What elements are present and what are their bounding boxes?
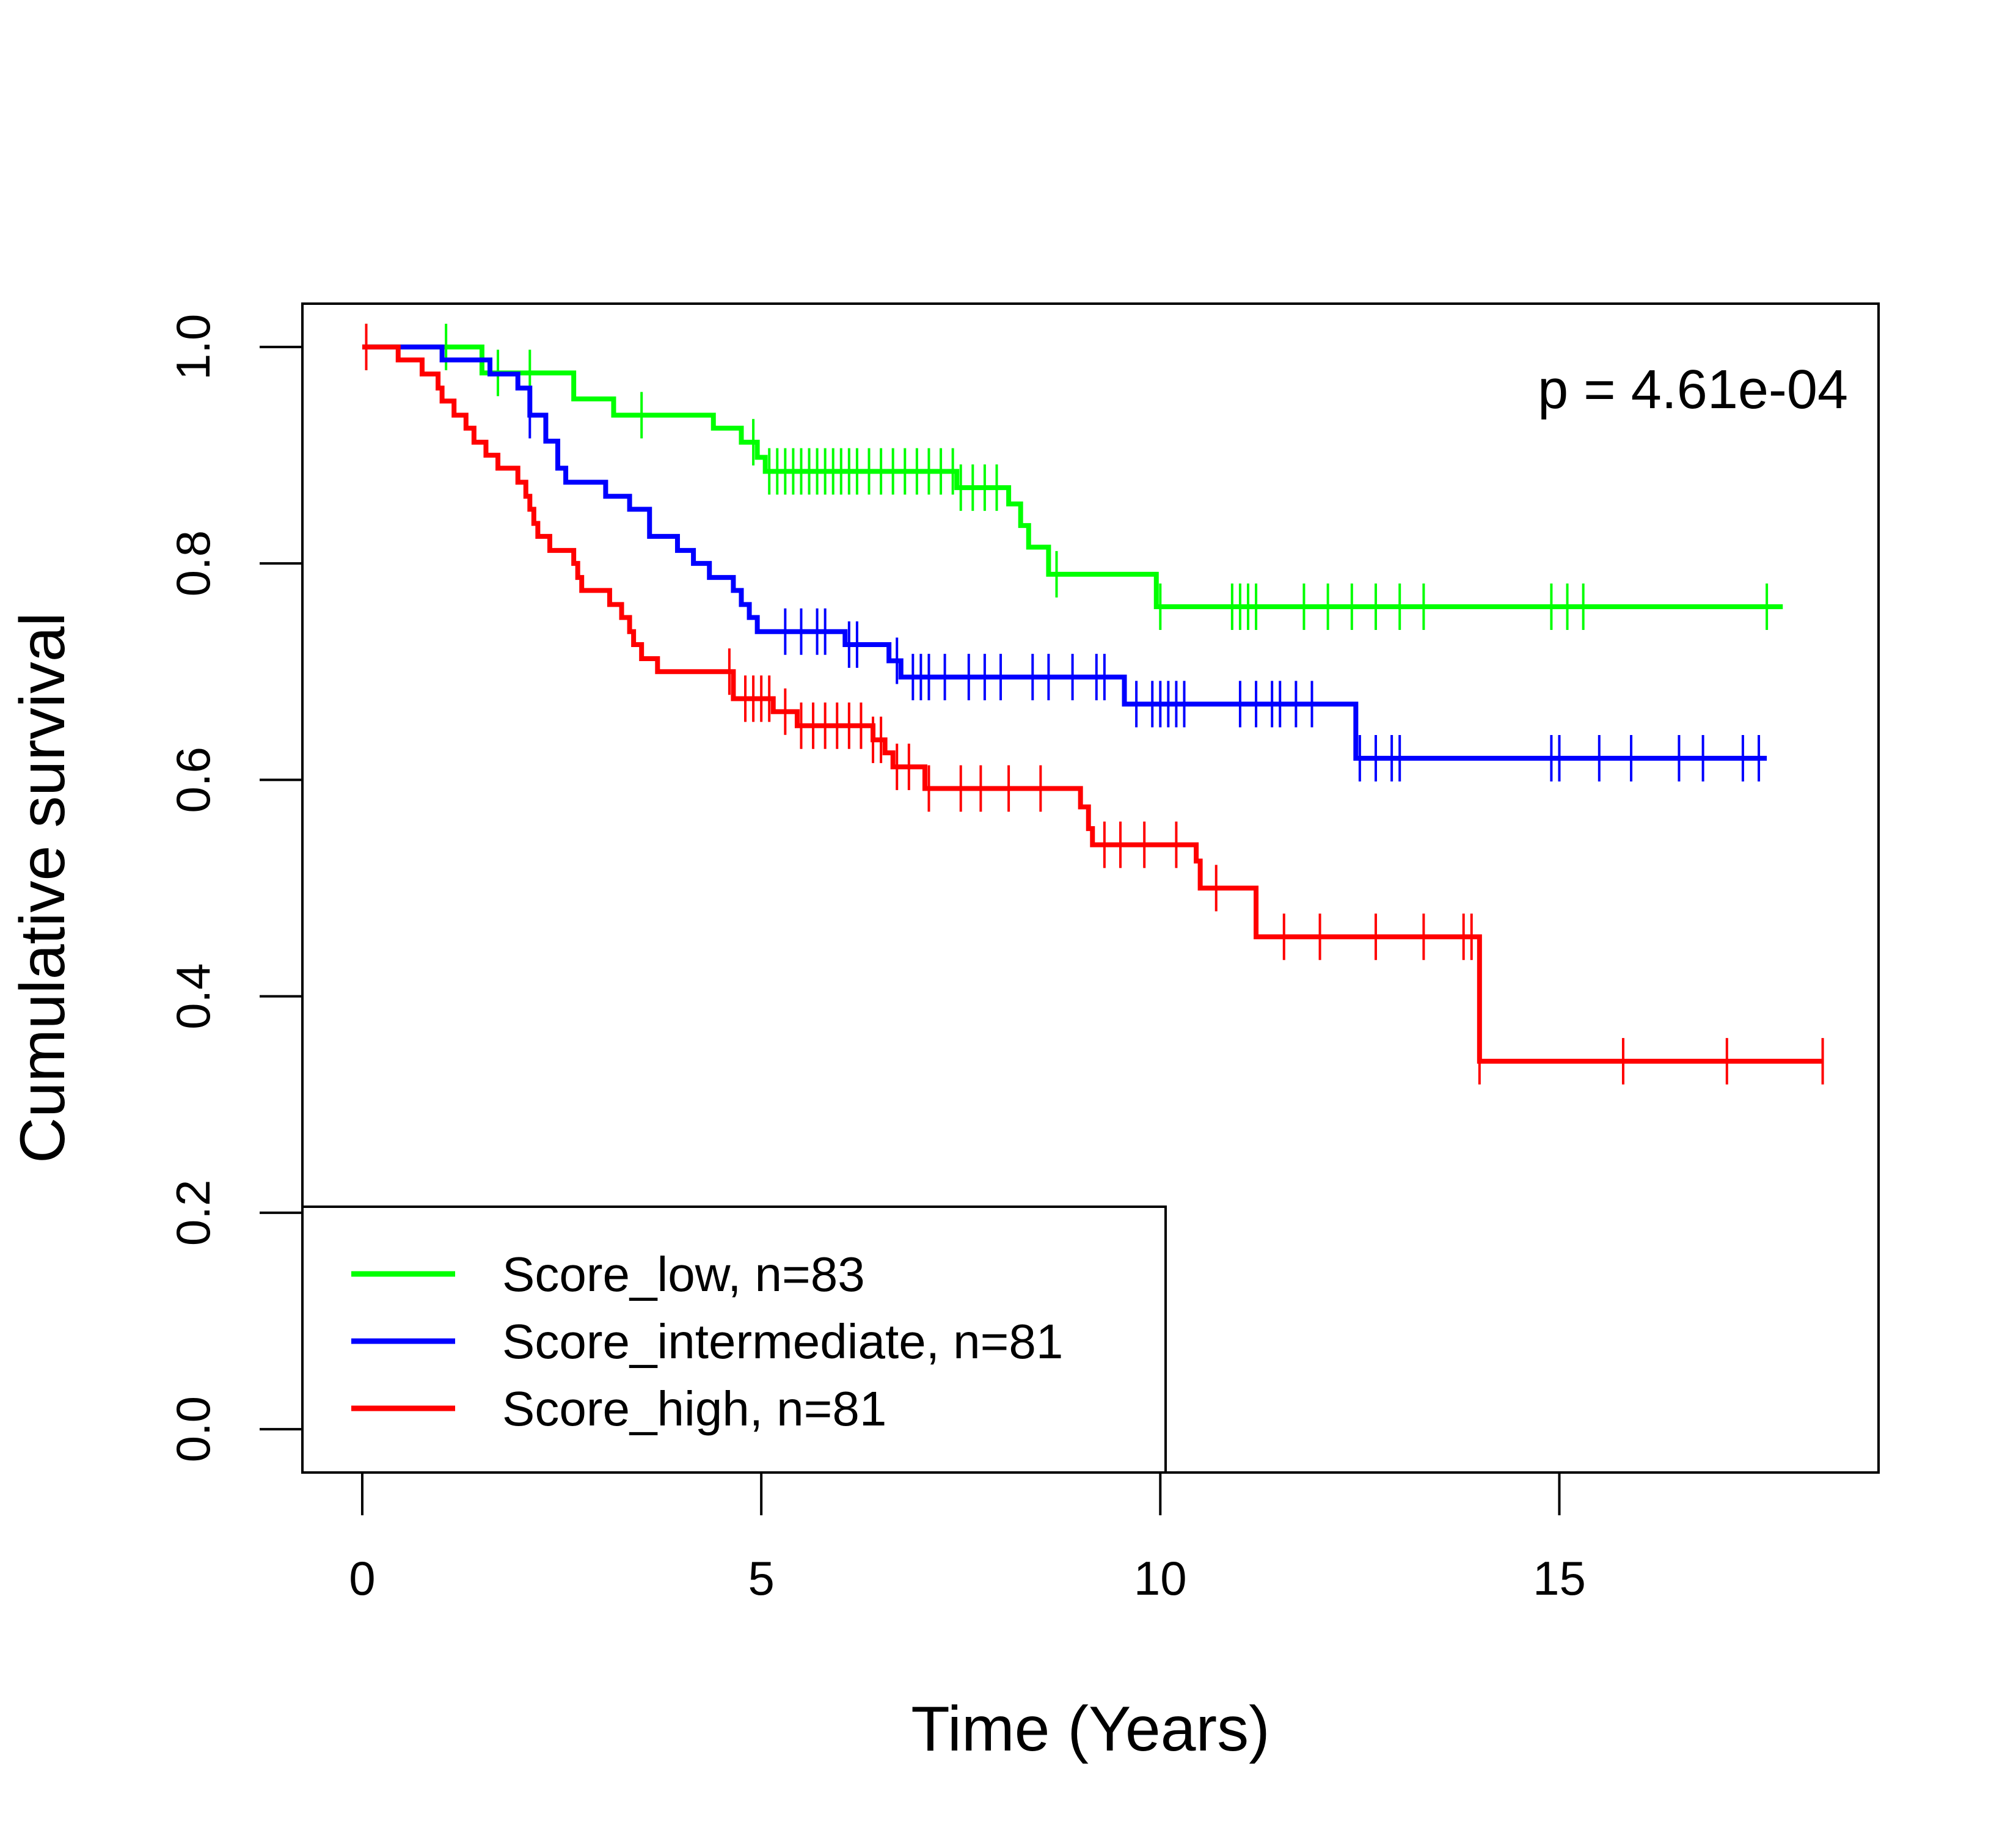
x-tick-label: 5 xyxy=(748,1551,774,1605)
y-tick-label: 0.8 xyxy=(166,530,220,596)
y-tick-label: 0.2 xyxy=(166,1180,220,1246)
legend-label-low: Score_low, n=83 xyxy=(502,1247,865,1301)
x-axis: 0 5 10 15 xyxy=(349,1471,1586,1605)
legend-label-high: Score_high, n=81 xyxy=(502,1381,886,1436)
y-tick-label: 0.6 xyxy=(166,747,220,813)
x-tick-label: 15 xyxy=(1533,1551,1586,1605)
survival-curve-low xyxy=(362,344,1783,609)
x-axis-title: Time (Years) xyxy=(911,1694,1270,1765)
y-tick-label: 1.0 xyxy=(166,314,220,380)
survival-curve-high xyxy=(362,344,1823,1064)
x-tick-label: 10 xyxy=(1134,1551,1187,1605)
series-high xyxy=(362,323,1824,1085)
p-value-annotation: p = 4.61e-04 xyxy=(1538,359,1848,420)
y-axis-title: Cumulative survival xyxy=(7,612,78,1163)
y-axis: 0.0 0.2 0.4 0.6 0.8 1.0 xyxy=(166,314,304,1462)
x-tick-label: 0 xyxy=(349,1551,375,1605)
legend: Score_low, n=83 Score_intermediate, n=81… xyxy=(301,1206,1167,1474)
series-low xyxy=(362,323,1783,630)
series-layer xyxy=(362,323,1824,1085)
y-tick-label: 0.4 xyxy=(166,963,220,1029)
series-intermediate xyxy=(362,344,1767,781)
y-tick-label: 0.0 xyxy=(166,1396,220,1462)
legend-label-intermediate: Score_intermediate, n=81 xyxy=(502,1314,1063,1369)
